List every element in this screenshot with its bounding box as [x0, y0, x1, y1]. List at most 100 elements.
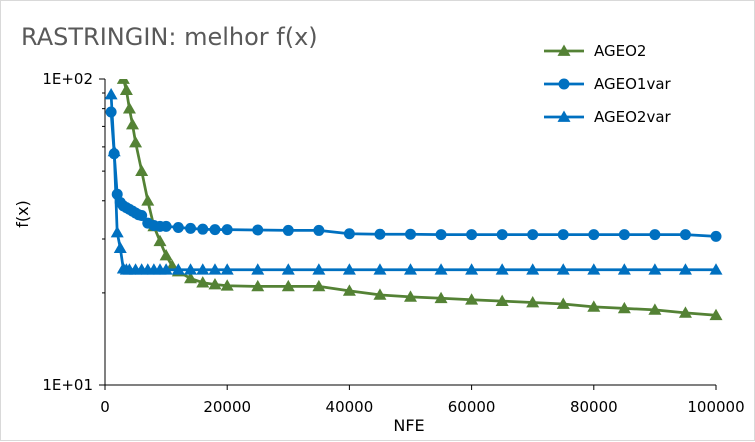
data-point-AGEO2 [141, 194, 155, 206]
data-point-AGEO2var [208, 263, 222, 275]
x-tick-label: 0 [100, 398, 110, 416]
data-point-AGEO2var [107, 144, 121, 157]
x-tick-label: 100000 [687, 398, 744, 416]
data-point-AGEO2 [122, 102, 136, 114]
series-line-AGEO2 [121, 79, 717, 317]
y-tick-label: 1E+02 [42, 70, 93, 88]
data-point-AGEO2 [281, 279, 295, 292]
data-point-AGEO2 [678, 306, 692, 318]
data-point-AGEO1var [557, 229, 569, 241]
x-axis-label: NFE [393, 416, 424, 435]
data-point-AGEO2 [125, 118, 139, 130]
data-point-AGEO2 [196, 276, 210, 288]
data-point-AGEO2 [312, 279, 326, 292]
data-point-AGEO2var [526, 263, 540, 275]
data-point-AGEO2var [342, 263, 356, 275]
data-point-AGEO2 [648, 303, 662, 315]
data-point-AGEO2var [373, 263, 387, 275]
data-point-AGEO2var [184, 263, 198, 275]
data-point-AGEO1var [172, 222, 184, 234]
data-point-AGEO2 [373, 288, 387, 300]
data-point-AGEO2 [159, 248, 173, 261]
data-point-AGEO2var [281, 263, 295, 275]
data-point-AGEO1var [136, 210, 148, 222]
data-point-AGEO1var [649, 229, 661, 241]
data-point-AGEO1var [496, 229, 508, 241]
data-point-AGEO1var [313, 224, 325, 236]
data-point-AGEO1var [679, 229, 691, 241]
legend-label-AGEO2: AGEO2 [594, 42, 646, 60]
data-point-AGEO2 [587, 300, 601, 312]
data-point-AGEO2 [709, 308, 723, 321]
x-tick-label: 20000 [203, 398, 251, 416]
data-point-AGEO2 [404, 290, 417, 302]
tick-labels: 0 20000 40000 60000 80000 100000 1E+01 1E+02 [42, 70, 744, 416]
data-point-AGEO2var [648, 263, 662, 275]
series-AGEO1var [105, 106, 722, 242]
data-point-AGEO1var [374, 228, 386, 240]
x-tick-label: 60000 [448, 398, 496, 416]
data-point-AGEO2var [171, 263, 185, 275]
y-axis-label: f(x) [13, 200, 32, 228]
data-point-AGEO2var [251, 263, 265, 275]
data-point-AGEO2 [251, 279, 265, 292]
data-point-AGEO2 [220, 279, 234, 291]
data-point-AGEO2var [556, 263, 570, 275]
data-point-AGEO1var [221, 224, 233, 236]
legend-marker-AGEO2var [557, 110, 571, 122]
plot-area [105, 79, 723, 321]
data-point-AGEO2var [617, 263, 631, 275]
legend-label-AGEO1var: AGEO1var [594, 75, 672, 93]
data-point-AGEO1var [160, 220, 172, 232]
data-point-AGEO1var [710, 230, 722, 242]
data-point-AGEO1var [185, 222, 197, 234]
data-point-AGEO2 [153, 234, 167, 247]
data-point-AGEO2 [135, 164, 149, 176]
data-point-AGEO2var [434, 263, 448, 275]
data-point-AGEO1var [435, 229, 447, 241]
data-point-AGEO2var [113, 241, 127, 254]
x-tick-label: 40000 [326, 398, 374, 416]
data-point-AGEO2var [678, 263, 692, 275]
data-point-AGEO2var [709, 263, 723, 275]
data-point-AGEO2 [116, 79, 130, 84]
data-point-AGEO1var [588, 229, 600, 241]
series-line-AGEO1var [109, 111, 717, 238]
data-point-AGEO2var [196, 263, 210, 275]
data-point-AGEO2 [184, 271, 198, 284]
data-point-AGEO1var [466, 229, 478, 241]
data-point-AGEO2 [617, 301, 631, 314]
data-point-AGEO2 [495, 294, 509, 306]
data-point-AGEO2var [220, 263, 234, 275]
chart-title: RASTRINGIN: melhor f(x) [21, 23, 318, 51]
data-point-AGEO2 [129, 136, 143, 148]
legend-label-AGEO2var: AGEO2var [594, 108, 672, 126]
data-point-AGEO1var [343, 228, 355, 240]
legend: AGEO2 AGEO1var AGEO2var [544, 42, 672, 126]
data-point-AGEO2 [434, 291, 448, 304]
data-point-AGEO2 [165, 259, 179, 271]
data-point-AGEO2var [495, 263, 509, 275]
legend-marker-AGEO2 [557, 44, 571, 56]
data-point-AGEO2var [110, 226, 124, 238]
data-point-AGEO1var [405, 228, 416, 240]
data-point-AGEO2 [465, 293, 479, 305]
data-point-AGEO2var [465, 263, 479, 275]
axes [99, 78, 717, 390]
data-point-AGEO2var [587, 263, 601, 275]
data-point-AGEO2 [119, 83, 133, 95]
data-point-AGEO1var [282, 224, 294, 236]
data-point-AGEO1var [209, 224, 221, 236]
series-AGEO2var [105, 87, 723, 275]
data-point-AGEO1var [197, 223, 209, 235]
data-point-AGEO2var [105, 87, 118, 100]
data-point-AGEO2 [208, 278, 222, 290]
y-tick-label: 1E+01 [42, 376, 93, 394]
data-point-AGEO1var [618, 229, 630, 241]
data-point-AGEO1var [252, 224, 264, 236]
data-point-AGEO1var [527, 229, 539, 241]
x-tick-label: 80000 [570, 398, 618, 416]
data-point-AGEO2 [342, 284, 356, 296]
